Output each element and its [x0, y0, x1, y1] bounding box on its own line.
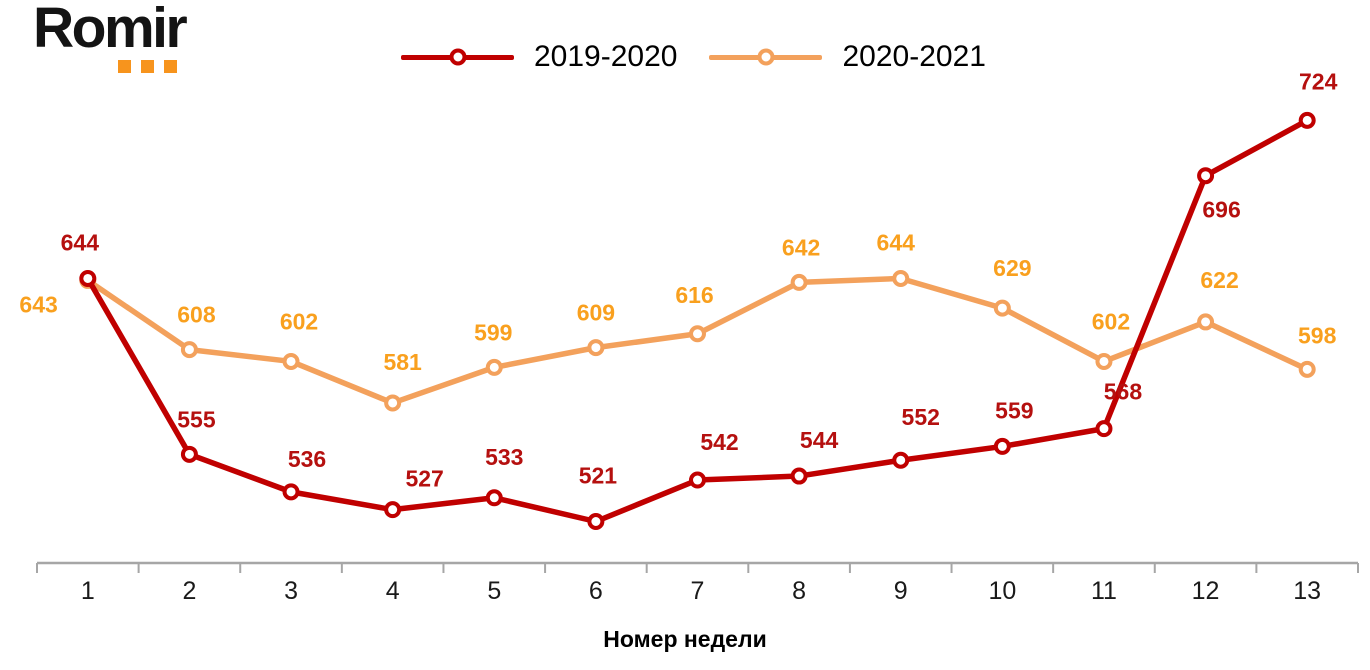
- legend-line-sample-orange: [709, 48, 823, 66]
- data-point-label-2019-2020: 644: [61, 229, 100, 255]
- data-point-marker-2020-2021: [689, 325, 706, 343]
- data-point-marker-2019-2020: [180, 445, 198, 463]
- data-point-label-2020-2021: 642: [782, 234, 820, 260]
- x-tick-label: 12: [1192, 577, 1220, 605]
- x-tick-label: 6: [589, 577, 603, 605]
- x-tick-label: 3: [284, 577, 298, 605]
- data-point-marker-2020-2021: [1298, 360, 1316, 378]
- data-point-marker-2020-2021: [384, 394, 402, 412]
- data-point-marker-2020-2021: [1095, 352, 1113, 370]
- data-point-label-2020-2021: 581: [383, 349, 422, 375]
- x-tick-label: 9: [894, 577, 908, 605]
- data-point-label-2020-2021: 602: [280, 308, 318, 334]
- logo-dot: [164, 60, 177, 73]
- data-point-label-2020-2021: 644: [877, 229, 916, 255]
- legend-label-2020-2021: 2020-2021: [842, 40, 986, 73]
- data-point-marker-2019-2020: [587, 513, 605, 531]
- data-point-label-2020-2021: 609: [577, 300, 615, 326]
- data-point-marker-2019-2020: [79, 269, 97, 287]
- x-tick-label: 8: [792, 577, 806, 605]
- data-point-label-2019-2020: 555: [177, 406, 216, 432]
- data-point-marker-2020-2021: [485, 358, 503, 376]
- data-point-marker-2019-2020: [384, 501, 402, 519]
- legend-marker-icon: [449, 48, 466, 66]
- data-point-marker-2019-2020: [1197, 167, 1215, 185]
- x-tick-label: 11: [1091, 577, 1117, 605]
- data-point-label-2019-2020: 696: [1202, 197, 1240, 223]
- romir-logo-text: Romir: [33, 0, 188, 60]
- data-point-label-2019-2020: 568: [1104, 379, 1143, 405]
- x-axis-title: Номер недели: [603, 626, 767, 652]
- data-point-label-2020-2021: 616: [675, 282, 713, 308]
- legend-item-2019-2020: 2019-2020: [401, 40, 677, 74]
- x-tick-label: 1: [81, 577, 95, 605]
- data-point-label-2020-2021: 599: [474, 319, 512, 345]
- data-point-marker-2019-2020: [892, 451, 910, 469]
- data-point-label-2019-2020: 552: [902, 404, 940, 430]
- data-point-marker-2020-2021: [892, 269, 910, 287]
- data-point-marker-2019-2020: [282, 483, 300, 501]
- data-point-label-2020-2021: 629: [993, 255, 1031, 281]
- data-point-marker-2019-2020: [1095, 420, 1113, 438]
- logo-dot: [118, 60, 131, 73]
- data-point-label-2020-2021: 622: [1200, 267, 1238, 293]
- x-tick-label: 13: [1293, 577, 1321, 605]
- legend-marker-icon: [757, 48, 775, 66]
- data-point-marker-2020-2021: [993, 299, 1011, 317]
- data-point-label-2019-2020: 527: [405, 466, 443, 492]
- data-point-label-2019-2020: 559: [995, 397, 1033, 423]
- data-point-label-2020-2021: 643: [19, 291, 57, 317]
- legend-label-2019-2020: 2019-2020: [534, 40, 678, 73]
- data-point-marker-2019-2020: [1298, 111, 1316, 129]
- data-point-label-2019-2020: 542: [700, 429, 738, 455]
- data-point-label-2020-2021: 608: [177, 302, 216, 328]
- data-point-marker-2019-2020: [689, 471, 706, 489]
- x-tick-label: 7: [691, 577, 705, 605]
- data-point-label-2020-2021: 598: [1298, 322, 1337, 348]
- data-point-label-2019-2020: 533: [485, 444, 523, 470]
- data-point-marker-2020-2021: [282, 352, 300, 370]
- data-point-label-2019-2020: 521: [579, 463, 618, 489]
- legend-item-2020-2021: 2020-2021: [709, 40, 986, 74]
- data-point-marker-2019-2020: [993, 437, 1011, 455]
- data-point-marker-2020-2021: [587, 339, 605, 357]
- romir-logo-dots: [118, 60, 177, 73]
- data-point-marker-2019-2020: [485, 489, 503, 507]
- x-tick-label: 10: [988, 577, 1016, 605]
- x-tick-label: 4: [386, 577, 400, 605]
- data-point-marker-2020-2021: [790, 273, 808, 291]
- data-point-label-2019-2020: 536: [288, 446, 326, 472]
- x-tick-label: 2: [182, 577, 196, 605]
- data-point-label-2019-2020: 544: [800, 427, 839, 453]
- x-tick-label: 5: [487, 577, 501, 605]
- data-point-marker-2019-2020: [790, 467, 808, 485]
- legend-line-sample-red: [401, 48, 514, 66]
- data-point-label-2019-2020: 724: [1299, 68, 1338, 94]
- chart-legend: 2019-2020 2020-2021: [401, 40, 986, 74]
- romir-logo: Romir: [33, 0, 188, 73]
- logo-dot: [141, 60, 154, 73]
- data-point-marker-2020-2021: [1197, 313, 1215, 331]
- data-point-marker-2020-2021: [180, 341, 198, 359]
- data-point-label-2020-2021: 602: [1092, 308, 1130, 334]
